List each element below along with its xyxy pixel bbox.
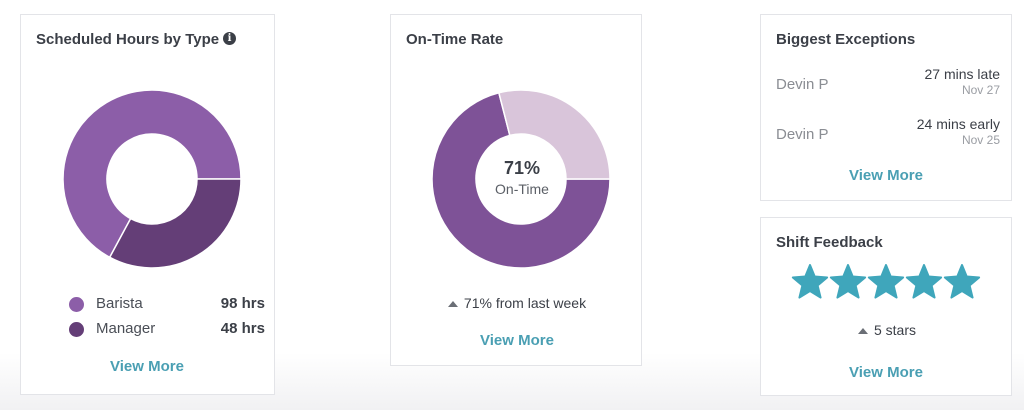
pie-slice-on-time xyxy=(431,91,611,269)
on-time-trend: 71% from last week xyxy=(391,295,643,311)
star-rating xyxy=(791,264,986,302)
pie-slice-barista xyxy=(62,89,242,259)
pie-slice-manager xyxy=(108,178,242,269)
legend-label: Manager xyxy=(96,320,156,337)
trend-up-icon xyxy=(447,301,458,307)
legend-value: 48 hrs xyxy=(220,320,265,337)
view-more-link[interactable]: View More xyxy=(480,332,554,349)
view-more-link[interactable]: View More xyxy=(849,167,923,184)
scheduled-hours-donut xyxy=(62,89,242,269)
legend-label: Barista xyxy=(96,295,143,312)
on-time-rate-card: On-Time Rate 71% On-Time 71% from last w… xyxy=(390,14,642,366)
info-icon[interactable]: i xyxy=(223,32,236,45)
on-time-center-value: 71% xyxy=(503,158,541,178)
trend-text: 71% from last week xyxy=(463,295,587,311)
exception-employee-name: Devin P xyxy=(776,126,829,143)
legend-swatch-barista xyxy=(69,297,84,312)
trend-up-icon xyxy=(857,328,868,334)
shift-feedback-title: Shift Feedback xyxy=(776,234,883,251)
star-icon xyxy=(791,264,829,299)
biggest-exceptions-card: Biggest Exceptions Devin P 27 mins late … xyxy=(760,14,1012,201)
feedback-trend: 5 stars xyxy=(761,322,1013,338)
on-time-center-label: On-Time xyxy=(495,181,549,197)
on-time-rate-title: On-Time Rate xyxy=(406,31,504,48)
star-icon xyxy=(867,264,905,299)
shift-feedback-card: Shift Feedback 5 stars View More xyxy=(760,217,1012,396)
exception-row[interactable]: Devin P 24 mins early Nov 25 xyxy=(776,116,1000,152)
exception-employee-name: Devin P xyxy=(776,76,829,93)
biggest-exceptions-title: Biggest Exceptions xyxy=(776,31,916,48)
legend-value: 98 hrs xyxy=(220,295,265,312)
exception-date: Nov 25 xyxy=(961,133,1000,147)
pie-slice-not-on-time xyxy=(497,89,611,180)
on-time-donut xyxy=(431,89,611,269)
view-more-link[interactable]: View More xyxy=(110,358,184,375)
exception-time: 24 mins early xyxy=(916,116,1000,132)
exception-time: 27 mins late xyxy=(924,66,1000,82)
trend-text: 5 stars xyxy=(873,322,916,338)
legend-row-barista: Barista 98 hrs xyxy=(69,295,265,315)
exception-date: Nov 27 xyxy=(961,83,1000,97)
legend-row-manager: Manager 48 hrs xyxy=(69,320,265,340)
scheduled-hours-title: Scheduled Hours by Type xyxy=(36,31,220,48)
star-icon xyxy=(905,264,943,299)
star-icon xyxy=(943,264,981,299)
scheduled-hours-card: Scheduled Hours by Type i Barista 98 hrs… xyxy=(20,14,275,395)
star-icon xyxy=(829,264,867,299)
view-more-link[interactable]: View More xyxy=(849,364,923,381)
legend-swatch-manager xyxy=(69,322,84,337)
exception-row[interactable]: Devin P 27 mins late Nov 27 xyxy=(776,66,1000,102)
